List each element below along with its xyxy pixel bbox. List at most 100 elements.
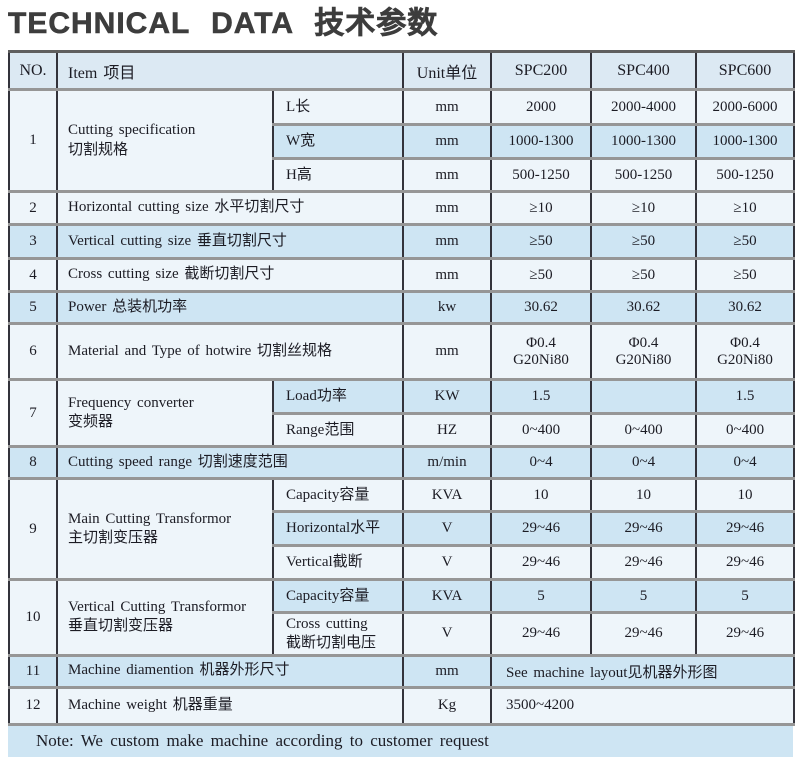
row2-spc400: ≥10 (590, 191, 697, 225)
row5-spc400: 30.62 (590, 291, 697, 324)
row3-spc200: ≥50 (490, 224, 592, 259)
row9-no: 9 (8, 478, 57, 580)
row6-unit: mm (402, 323, 492, 380)
row3-spc600: ≥50 (695, 224, 795, 259)
row7-range-unit: HZ (402, 413, 492, 447)
row1-h-spc400: 500-1250 (590, 158, 697, 192)
row10-sub-capacity: Capacity容量 (271, 579, 404, 613)
row1-sub-l: L长 (271, 89, 404, 125)
row8-spc600: 0~4 (695, 446, 795, 479)
row7-load-spc600: 1.5 (695, 379, 795, 414)
row9-capacity-unit: KVA (402, 478, 492, 512)
row9-vertical-spc600: 29~46 (695, 545, 795, 580)
table-row: 1 Cutting specification 切割规格 L长 mm 2000 … (8, 89, 795, 192)
row10-cross-spc600: 29~46 (695, 612, 795, 655)
row8-no: 8 (8, 446, 57, 479)
row5-no: 5 (8, 291, 57, 324)
row1-w-unit: mm (402, 124, 492, 159)
row10-no: 10 (8, 579, 57, 655)
row3-no: 3 (8, 224, 57, 259)
row7-sub-range: Range范围 (271, 413, 404, 447)
table-row: 10 Vertical Cutting Transformor 垂直切割变压器 … (8, 579, 795, 655)
row8-spc200: 0~4 (490, 446, 592, 479)
row1-sub-w: W宽 (271, 124, 404, 159)
row9-vertical-unit: V (402, 545, 492, 580)
row9-item: Main Cutting Transformor 主切割变压器 (56, 478, 273, 580)
row1-l-spc600: 2000-6000 (695, 89, 795, 125)
row9-horizontal-spc400: 29~46 (590, 511, 697, 546)
row12-unit: Kg (402, 687, 492, 724)
row1-h-spc200: 500-1250 (490, 158, 592, 192)
row1-h-spc600: 500-1250 (695, 158, 795, 192)
table-row: 9 Main Cutting Transformor 主切割变压器 Capaci… (8, 478, 795, 580)
row12-item: Machine weight 机器重量 (55, 687, 404, 724)
table-row: 5 Power 总装机功率 kw 30.62 30.62 30.62 (8, 291, 795, 324)
row1-sub-h: H高 (271, 158, 404, 192)
row10-capacity-spc600: 5 (695, 579, 795, 613)
row7-range-spc200: 0~400 (490, 413, 592, 447)
row2-spc200: ≥10 (490, 191, 592, 225)
row1-item: Cutting specification 切割规格 (56, 89, 273, 192)
table-row: 11 Machine diamention 机器外形尺寸 mm See mach… (8, 655, 795, 687)
row9-sub-horizontal: Horizontal水平 (271, 511, 404, 546)
row3-unit: mm (402, 224, 492, 259)
row9-capacity-spc200: 10 (490, 478, 592, 512)
table-row: 6 Material and Type of hotwire 切割丝规格 mm … (8, 323, 795, 380)
row4-spc400: ≥50 (590, 258, 697, 292)
row10-capacity-unit: KVA (402, 579, 492, 613)
header-item: Item 项目 (55, 51, 404, 90)
row4-item: Cross cutting size 截断切割尺寸 (55, 258, 404, 292)
row10-sub-cross: Cross cutting 截断切割电压 (271, 612, 404, 655)
row4-spc600: ≥50 (695, 258, 795, 292)
technical-data-table: NO. Item 项目 Unit单位 SPC200 SPC400 SPC600 … (8, 50, 796, 726)
row9-sub-vertical: Vertical截断 (271, 545, 404, 580)
row12-no: 12 (8, 687, 57, 724)
row2-item: Horizontal cutting size 水平切割尺寸 (55, 191, 404, 225)
row10-cross-unit: V (402, 612, 492, 655)
table-row: 12 Machine weight 机器重量 Kg 3500~4200 (8, 687, 795, 724)
row9-vertical-spc200: 29~46 (490, 545, 592, 580)
row3-item: Vertical cutting size 垂直切割尺寸 (55, 224, 404, 259)
table-row: 2 Horizontal cutting size 水平切割尺寸 mm ≥10 … (8, 191, 795, 225)
row5-spc600: 30.62 (695, 291, 795, 324)
row9-sub-capacity: Capacity容量 (271, 478, 404, 512)
row7-load-spc200: 1.5 (490, 379, 592, 414)
row8-spc400: 0~4 (590, 446, 697, 479)
row10-cross-spc400: 29~46 (590, 612, 697, 655)
row11-value: See machine layout见机器外形图 (490, 655, 795, 687)
row1-w-spc600: 1000-1300 (695, 124, 795, 159)
row7-no: 7 (8, 379, 57, 447)
row6-item: Material and Type of hotwire 切割丝规格 (55, 323, 404, 380)
row9-horizontal-spc200: 29~46 (490, 511, 592, 546)
table-row: 4 Cross cutting size 截断切割尺寸 mm ≥50 ≥50 ≥… (8, 258, 795, 292)
row2-no: 2 (8, 191, 57, 225)
row9-capacity-spc400: 10 (590, 478, 697, 512)
row9-horizontal-spc600: 29~46 (695, 511, 795, 546)
header-no: NO. (8, 51, 57, 90)
header-unit: Unit单位 (402, 51, 492, 90)
row10-capacity-spc200: 5 (490, 579, 592, 613)
row7-range-spc600: 0~400 (695, 413, 795, 447)
table-row: 3 Vertical cutting size 垂直切割尺寸 mm ≥50 ≥5… (8, 224, 795, 259)
row5-unit: kw (402, 291, 492, 324)
row6-spc400: Φ0.4 G20Ni80 (590, 323, 697, 380)
row4-spc200: ≥50 (490, 258, 592, 292)
row6-no: 6 (8, 323, 57, 380)
row9-vertical-spc400: 29~46 (590, 545, 697, 580)
row1-l-spc400: 2000-4000 (590, 89, 697, 125)
row2-spc600: ≥10 (695, 191, 795, 225)
row5-item: Power 总装机功率 (55, 291, 404, 324)
header-spc600: SPC600 (695, 51, 795, 90)
table-row: 8 Cutting speed range 切割速度范围 m/min 0~4 0… (8, 446, 795, 479)
row1-l-unit: mm (402, 89, 492, 125)
row6-spc600: Φ0.4 G20Ni80 (695, 323, 795, 380)
row1-l-spc200: 2000 (490, 89, 592, 125)
row12-value: 3500~4200 (490, 687, 795, 724)
table-header-row: NO. Item 项目 Unit单位 SPC200 SPC400 SPC600 (8, 51, 795, 90)
row3-spc400: ≥50 (590, 224, 697, 259)
row10-cross-spc200: 29~46 (490, 612, 592, 655)
row7-range-spc400: 0~400 (590, 413, 697, 447)
row6-spc200: Φ0.4 G20Ni80 (490, 323, 592, 380)
row8-unit: m/min (402, 446, 492, 479)
table-row: W宽 mm 1000-1300 1000-1300 1000-1300 (9, 124, 795, 159)
